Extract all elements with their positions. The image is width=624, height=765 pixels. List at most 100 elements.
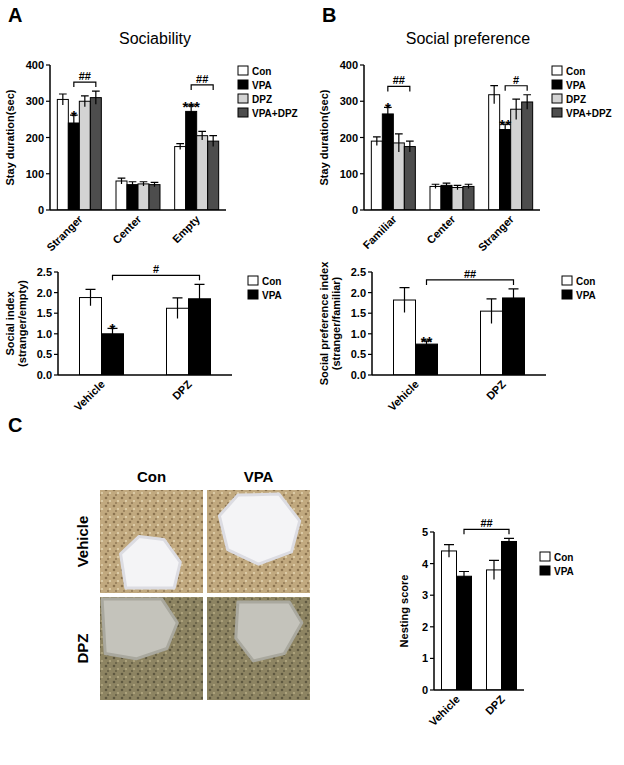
y-tick-label: 100 xyxy=(26,168,44,180)
y-tick xyxy=(360,101,364,102)
y-tick xyxy=(430,689,434,690)
y-axis xyxy=(433,532,435,690)
y-tick xyxy=(360,137,364,138)
bar xyxy=(503,298,525,375)
error-bar xyxy=(487,299,497,324)
y-tick-label: 1.0 xyxy=(351,328,366,340)
x-tick-label: DPZ xyxy=(484,378,508,402)
x-tick-label: Stranger xyxy=(476,212,517,253)
bar xyxy=(500,130,511,210)
photo-row-label: DPZ xyxy=(74,634,91,664)
significance-label: # xyxy=(153,263,159,275)
y-tick-label: 0.0 xyxy=(37,369,52,381)
y-tick-label: 1.5 xyxy=(37,307,52,319)
error-bar xyxy=(129,182,137,188)
significance-bracket xyxy=(74,82,96,87)
bar xyxy=(430,186,441,210)
x-tick-label: DPZ xyxy=(483,693,507,717)
error-bar xyxy=(459,572,469,581)
significance-label: ## xyxy=(393,74,405,86)
legend-label: Con xyxy=(262,276,281,287)
y-tick-label: 1.5 xyxy=(351,307,366,319)
chart: 0100200300400FamiliarCenterStrangerStay … xyxy=(318,30,612,253)
x-axis xyxy=(58,374,232,376)
photo xyxy=(100,597,203,700)
error-bar xyxy=(432,184,440,188)
y-tick-label: 0.0 xyxy=(351,369,366,381)
legend-label: Con xyxy=(252,66,271,77)
legend-label: VPA+DPZ xyxy=(566,108,612,119)
error-bar xyxy=(523,95,531,110)
y-tick xyxy=(54,374,58,375)
error-bar xyxy=(395,134,403,152)
y-tick-label: 2.5 xyxy=(351,266,366,278)
significance-bracket xyxy=(427,280,514,285)
y-tick xyxy=(368,374,372,375)
significance-bracket xyxy=(113,275,200,280)
chart: 0100200300400StrangerCenterEmptyStay dur… xyxy=(4,30,298,253)
significance-bracket xyxy=(191,85,213,90)
y-tick-label: 0.5 xyxy=(351,348,366,360)
legend-key xyxy=(540,552,550,561)
error-bar xyxy=(195,284,205,313)
y-tick-label: 2.0 xyxy=(37,287,52,299)
bar xyxy=(463,186,474,210)
error-bar xyxy=(444,545,454,558)
error-bar xyxy=(118,178,126,184)
legend-key xyxy=(552,80,562,89)
bar xyxy=(68,123,79,210)
y-tick-label: 300 xyxy=(340,95,358,107)
y-tick xyxy=(54,313,58,314)
error-bar xyxy=(373,137,381,146)
y-axis xyxy=(371,272,373,375)
y-tick xyxy=(360,209,364,210)
y-tick-label: 2.0 xyxy=(351,287,366,299)
error-bar xyxy=(59,94,67,105)
error-bar xyxy=(176,144,184,150)
x-axis xyxy=(364,209,540,211)
bar xyxy=(511,109,522,210)
bar xyxy=(441,185,452,210)
legend-label: DPZ xyxy=(252,94,272,105)
y-tick xyxy=(430,563,434,564)
bar xyxy=(502,541,517,690)
error-bar xyxy=(454,185,462,189)
error-bar xyxy=(92,91,100,104)
significance-label: ## xyxy=(464,268,476,280)
y-tick xyxy=(368,313,372,314)
y-axis-label: Nesting score xyxy=(398,575,410,648)
nest xyxy=(121,536,181,588)
chart-title: Social preference xyxy=(406,30,531,47)
x-axis xyxy=(434,689,524,691)
legend-key xyxy=(248,290,258,299)
x-tick-label: Empty xyxy=(170,212,203,245)
error-bar xyxy=(209,136,217,147)
y-axis-label: Social preference index xyxy=(318,261,330,385)
x-tick-label: Vehicle xyxy=(72,378,107,413)
error-bar xyxy=(443,183,451,187)
legend-label: Con xyxy=(576,276,595,287)
legend-label: Con xyxy=(554,552,573,563)
y-tick xyxy=(368,354,372,355)
bar xyxy=(175,147,186,210)
photo xyxy=(207,490,310,593)
significance-label: ## xyxy=(196,73,208,85)
y-tick xyxy=(430,531,434,532)
y-axis-label: (stranger/empty) xyxy=(16,280,28,367)
legend-key xyxy=(562,276,572,285)
y-tick xyxy=(46,173,50,174)
y-axis xyxy=(57,272,59,375)
photo-column-label: VPA xyxy=(244,468,274,485)
bar xyxy=(186,111,197,210)
legend-key xyxy=(238,108,248,117)
error-bar xyxy=(465,184,473,188)
x-tick-label: Center xyxy=(110,212,144,246)
legend-key xyxy=(552,66,562,75)
y-axis-label: Social index xyxy=(4,291,16,356)
x-tick-label: DPZ xyxy=(170,378,194,402)
y-tick-label: 1 xyxy=(422,652,428,664)
significance-bracket xyxy=(505,86,527,91)
error-bar xyxy=(173,298,183,319)
nest xyxy=(219,494,299,564)
y-tick xyxy=(368,271,372,272)
